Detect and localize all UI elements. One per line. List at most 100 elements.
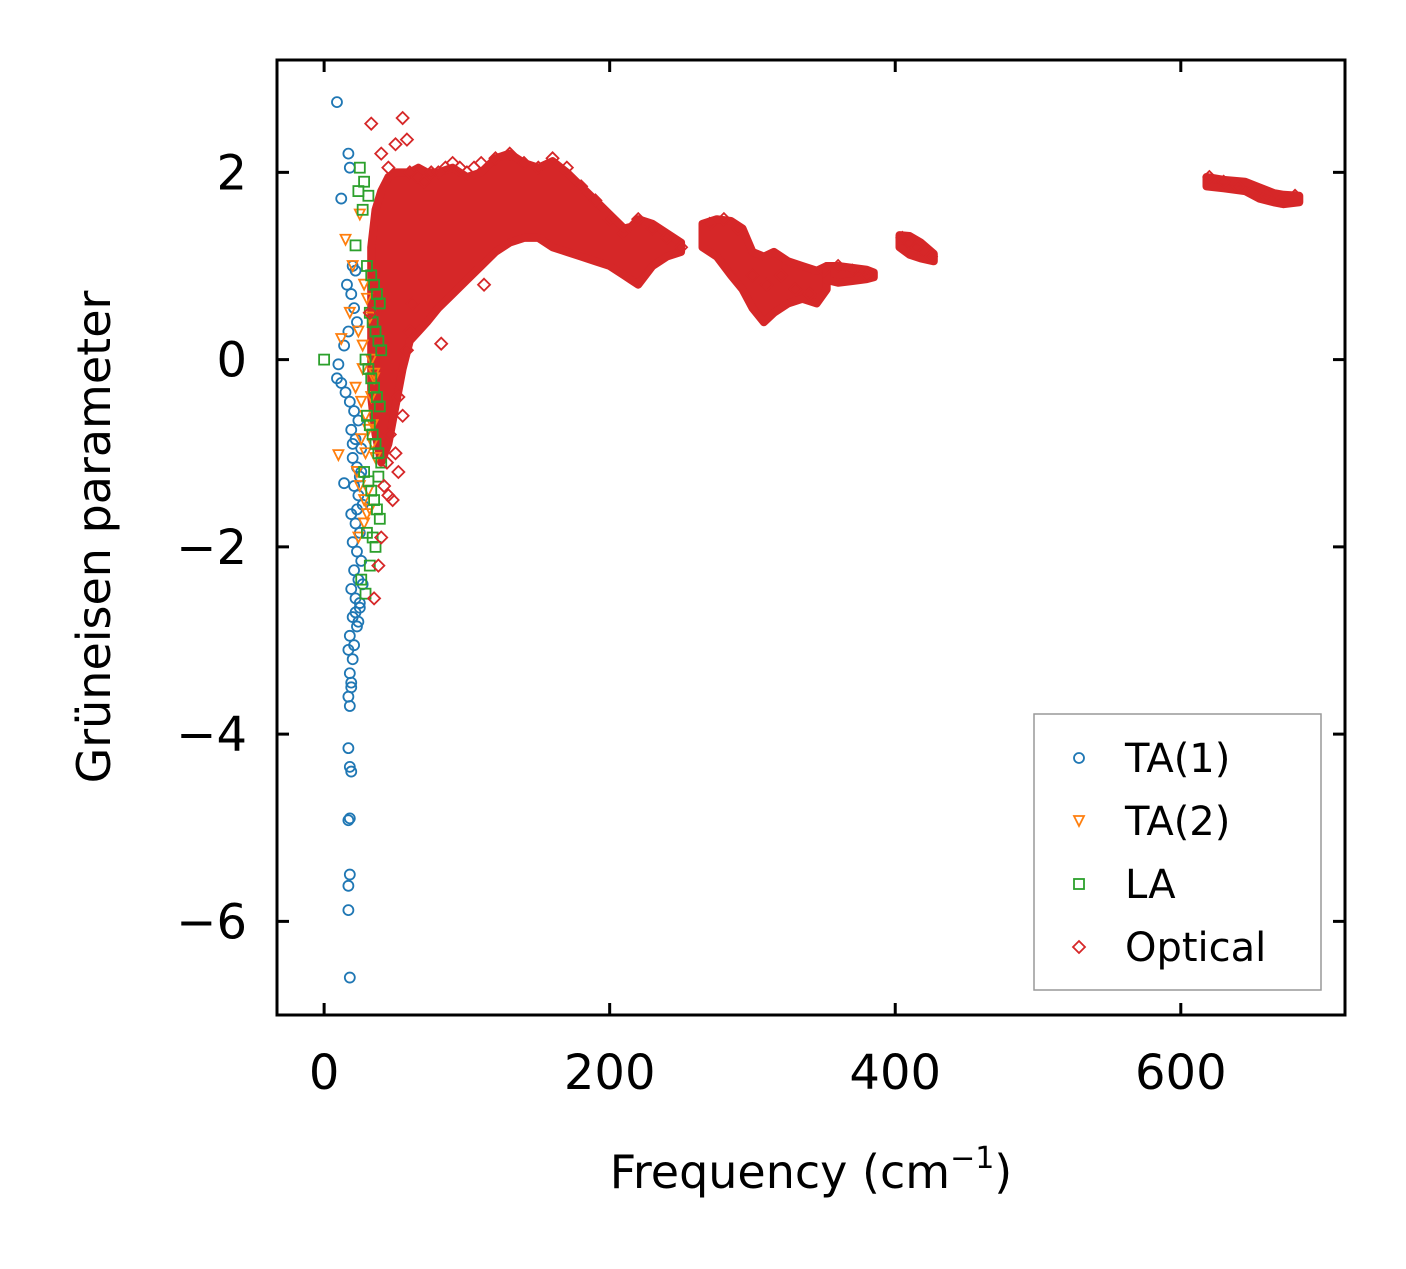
ta-1-point bbox=[343, 629, 356, 642]
ta-1-point bbox=[345, 676, 358, 689]
x-tick-label: 400 bbox=[849, 1045, 941, 1101]
y-tick-label: 0 bbox=[216, 333, 247, 389]
ta-1-point bbox=[335, 377, 348, 389]
optical-point bbox=[445, 155, 460, 171]
ta-1-point bbox=[346, 653, 359, 666]
optical-point bbox=[1273, 193, 1289, 208]
ta-1-point bbox=[342, 742, 355, 755]
ta-2-point bbox=[343, 306, 357, 320]
legend-label-ta-1: TA(1) bbox=[1124, 736, 1230, 782]
optical-point bbox=[399, 132, 415, 147]
optical-point bbox=[588, 193, 603, 208]
optical-point bbox=[473, 155, 489, 171]
ta-2-point bbox=[346, 260, 360, 273]
ta-1-point bbox=[342, 147, 355, 160]
legend-marker-optical bbox=[1071, 939, 1087, 955]
optical-point bbox=[409, 169, 425, 185]
optical-point bbox=[1230, 179, 1246, 194]
optical-point bbox=[391, 389, 406, 405]
legend-marker-ta-1 bbox=[1073, 752, 1085, 764]
ta-1-point bbox=[331, 96, 343, 109]
ta-1-point bbox=[341, 278, 353, 291]
optical-point bbox=[381, 160, 396, 175]
ta-2-point bbox=[339, 233, 352, 247]
optical-point bbox=[391, 464, 406, 480]
optical-point bbox=[373, 146, 389, 161]
optical-point bbox=[502, 146, 518, 161]
ta-1-point bbox=[346, 437, 359, 450]
optical-point bbox=[488, 151, 503, 166]
ta-2-point bbox=[359, 447, 372, 461]
optical-cluster-3 bbox=[895, 231, 938, 266]
optical-point bbox=[559, 160, 575, 175]
optical-point bbox=[405, 296, 420, 311]
legend-marker-la bbox=[1073, 878, 1085, 890]
optical-point bbox=[573, 179, 589, 194]
y-tick-label: −2 bbox=[176, 520, 247, 576]
optical-point bbox=[373, 530, 389, 545]
optical-point bbox=[923, 249, 939, 264]
ta-2-point bbox=[357, 278, 371, 292]
ta-1-point bbox=[345, 765, 358, 778]
optical-point bbox=[630, 211, 646, 227]
optical-point bbox=[659, 230, 675, 246]
la-point bbox=[373, 400, 386, 413]
ta-1-point bbox=[348, 564, 361, 577]
optical-point bbox=[402, 324, 418, 339]
ta-1-point bbox=[351, 545, 363, 558]
legend: TA(1) TA(2) LA Optical bbox=[1033, 713, 1322, 991]
optical-point bbox=[845, 263, 860, 278]
ta-2-point bbox=[349, 381, 362, 395]
plot-marks bbox=[318, 96, 1304, 984]
ta-2-point bbox=[331, 449, 345, 463]
legend-label-optical: Optical bbox=[1125, 925, 1266, 971]
ta-1-point bbox=[332, 358, 345, 371]
optical-point bbox=[773, 268, 789, 283]
optical-point bbox=[363, 116, 379, 131]
x-axis-label: Frequency (cm−1) bbox=[610, 1141, 1013, 1199]
ta-1-point bbox=[345, 288, 358, 300]
optical-point bbox=[673, 239, 689, 255]
optical-point bbox=[895, 230, 910, 246]
ta-1-point bbox=[345, 423, 358, 436]
ta-1-point bbox=[343, 395, 356, 408]
la-point bbox=[349, 239, 362, 252]
ta-1-point bbox=[343, 868, 356, 881]
ta-1-point bbox=[343, 971, 356, 984]
legend-label-ta-2: TA(2) bbox=[1124, 799, 1230, 845]
optical-point bbox=[399, 342, 415, 358]
x-tick-label: 0 bbox=[309, 1045, 340, 1101]
ta-2-point bbox=[354, 395, 368, 409]
optical-point bbox=[371, 558, 386, 573]
ta-2-point bbox=[334, 333, 348, 347]
optical-point bbox=[476, 277, 492, 292]
ta-1-point bbox=[342, 904, 355, 917]
optical-point bbox=[788, 282, 803, 297]
optical-point bbox=[382, 427, 398, 442]
ta-1-point bbox=[348, 405, 361, 418]
optical-cluster-1 bbox=[698, 215, 831, 327]
optical-point bbox=[402, 165, 418, 180]
ta-2-point bbox=[351, 531, 365, 545]
la-point bbox=[373, 297, 386, 310]
optical-point bbox=[385, 492, 400, 508]
ta-2-point bbox=[360, 292, 374, 306]
optical-point bbox=[388, 445, 403, 461]
y-tick-label: 2 bbox=[216, 145, 247, 201]
legend-marker-ta-2 bbox=[1072, 815, 1086, 829]
la-point bbox=[359, 587, 372, 600]
optical-point bbox=[859, 268, 874, 283]
x-tick-label: 600 bbox=[1135, 1045, 1227, 1101]
ta-1-point bbox=[342, 325, 355, 338]
optical-point bbox=[466, 160, 482, 175]
ta-1-point bbox=[349, 606, 362, 619]
ta-1-point bbox=[342, 879, 355, 892]
ta-1-point bbox=[338, 477, 351, 490]
la-point bbox=[318, 353, 331, 366]
optical-point bbox=[802, 286, 817, 302]
legend-label-la: LA bbox=[1125, 862, 1176, 908]
y-tick-label: −4 bbox=[176, 707, 247, 763]
ta-2-point bbox=[351, 325, 365, 339]
